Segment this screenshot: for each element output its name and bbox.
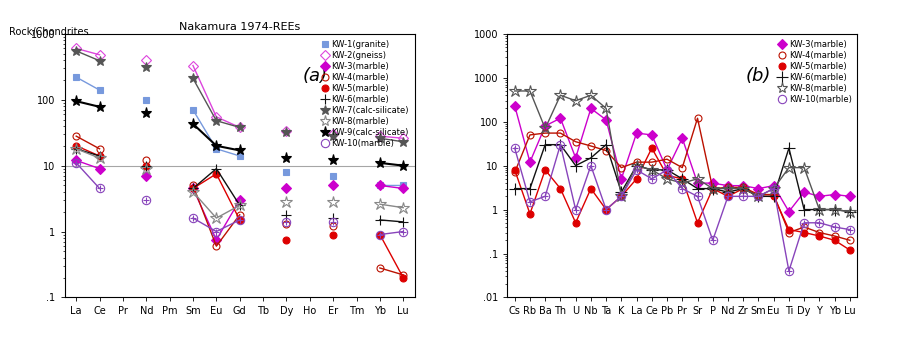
Text: Rock/Chondrites: Rock/Chondrites xyxy=(9,27,89,37)
Text: (b): (b) xyxy=(745,67,771,85)
Text: (a): (a) xyxy=(302,67,328,85)
Legend: KW-3(marble), KW-4(marble), KW-5(marble), KW-6(marble), KW-8(marble), KW-10(marb: KW-3(marble), KW-4(marble), KW-5(marble)… xyxy=(777,38,853,106)
Title: Nakamura 1974-REEs: Nakamura 1974-REEs xyxy=(179,22,301,32)
Legend: KW-1(granite), KW-2(gneiss), KW-3(marble), KW-4(marble), KW-5(marble), KW-6(marb: KW-1(granite), KW-2(gneiss), KW-3(marble… xyxy=(320,38,410,150)
